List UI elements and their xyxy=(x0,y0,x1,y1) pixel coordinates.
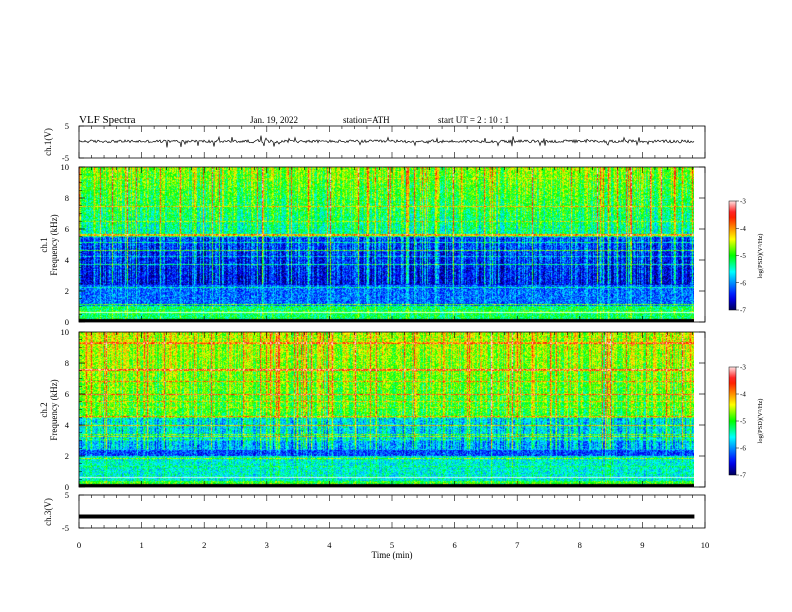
xtick-label-0: 0 xyxy=(77,540,81,550)
xtick-label-10: 10 xyxy=(701,540,710,550)
xtick-label-8: 8 xyxy=(578,540,582,550)
ch2-spectrogram-panel: 0 2 4 6 8 10 ch.2 Frequency (kHz) -3 -4 -5 -6 -7 … xyxy=(39,327,764,492)
ch1-spectrogram-image xyxy=(79,167,694,322)
ch2-colorbar: -3 -4 -5 -6 -7 log(PSD)(V²/Hz) xyxy=(728,364,764,480)
xtick-label-7: 7 xyxy=(515,540,519,550)
ytick-label-0: 5 xyxy=(65,490,69,500)
ytick-label-0: 0 xyxy=(65,317,69,327)
ch1-waveform-panel: 5 -5 ch.1(V) xyxy=(43,121,706,163)
ytick-label-2: 4 xyxy=(65,420,70,430)
colorbar-tick-label-2: -5 xyxy=(740,418,746,426)
time-axis: 0 1 2 3 4 5 6 7 8 9 10 xyxy=(77,126,709,550)
ch1-colorbar-label: log(PSD)(V²/Hz) xyxy=(757,234,764,279)
station-label: station=ATH xyxy=(343,115,390,125)
colorbar-tick-label-0: -3 xyxy=(740,198,746,206)
time-axis-label: Time (min) xyxy=(372,550,413,560)
ytick-label-5: 10 xyxy=(61,162,70,172)
colorbar-tick-label-1: -4 xyxy=(740,391,746,399)
colorbar-tick-label-0: -3 xyxy=(740,364,746,372)
ch1-colorbar: -3 -4 -5 -6 -7 log(PSD)(V²/Hz) xyxy=(728,198,764,315)
ytick-label-1: 2 xyxy=(65,451,69,461)
xtick-label-4: 4 xyxy=(327,540,332,550)
ch1-colorbar-strip xyxy=(729,201,736,310)
ch2-channel-label: ch.2 xyxy=(39,402,49,417)
figure-title: VLF Spectra xyxy=(79,114,136,126)
ch2-colorbar-strip xyxy=(729,367,736,475)
ytick-label-4: 8 xyxy=(65,193,69,203)
ytick-label-2: 4 xyxy=(65,255,70,265)
colorbar-tick-label-3: -6 xyxy=(740,445,746,453)
ch1-waveform-trace xyxy=(78,135,695,148)
ytick-label-1: 2 xyxy=(65,286,69,296)
ytick-label-3: 6 xyxy=(65,224,69,234)
ytick-label-1: -5 xyxy=(62,523,69,533)
start-time-label: start UT = 2 : 10 : 1 xyxy=(438,115,509,125)
ch2-colorbar-label: log(PSD)(V²/Hz) xyxy=(757,399,764,444)
colorbar-tick-label-2: -5 xyxy=(740,252,746,260)
ytick-label-4: 8 xyxy=(65,358,69,368)
ytick-label-3: 6 xyxy=(65,389,69,399)
ch3-waveform-panel: 5 -5 ch.3(V) xyxy=(43,490,706,533)
ytick-label-1: -5 xyxy=(62,153,69,163)
ytick-label-5: 10 xyxy=(61,327,70,337)
ch1-spectrogram-panel: 0 2 4 6 8 10 ch.1 Frequency (kHz) -3 -4 -5 -6 -7 … xyxy=(39,162,764,327)
ch1-channel-label: ch.1 xyxy=(39,237,49,252)
date-label: Jan. 19, 2022 xyxy=(250,115,298,125)
ch2-frequency-label: Frequency (kHz) xyxy=(49,379,59,440)
ch1-frequency-label: Frequency (kHz) xyxy=(49,214,59,275)
colorbar-tick-label-4: -7 xyxy=(740,472,746,480)
xtick-label-9: 9 xyxy=(640,540,644,550)
colorbar-tick-label-4: -7 xyxy=(740,307,746,315)
xtick-label-1: 1 xyxy=(139,540,143,550)
colorbar-tick-label-1: -4 xyxy=(740,225,746,233)
xtick-label-3: 3 xyxy=(265,540,269,550)
xtick-label-6: 6 xyxy=(452,540,456,550)
colorbar-tick-label-3: -6 xyxy=(740,279,746,287)
ch3-waveform-ylabel: ch.3(V) xyxy=(43,498,53,526)
ch1-waveform-ylabel: ch.1(V) xyxy=(43,128,53,156)
ytick-label-0: 0 xyxy=(65,482,69,492)
xtick-label-2: 2 xyxy=(202,540,206,550)
xtick-label-5: 5 xyxy=(390,540,394,550)
ch2-spectrogram-image xyxy=(79,332,694,487)
ytick-label-0: 5 xyxy=(65,121,69,131)
